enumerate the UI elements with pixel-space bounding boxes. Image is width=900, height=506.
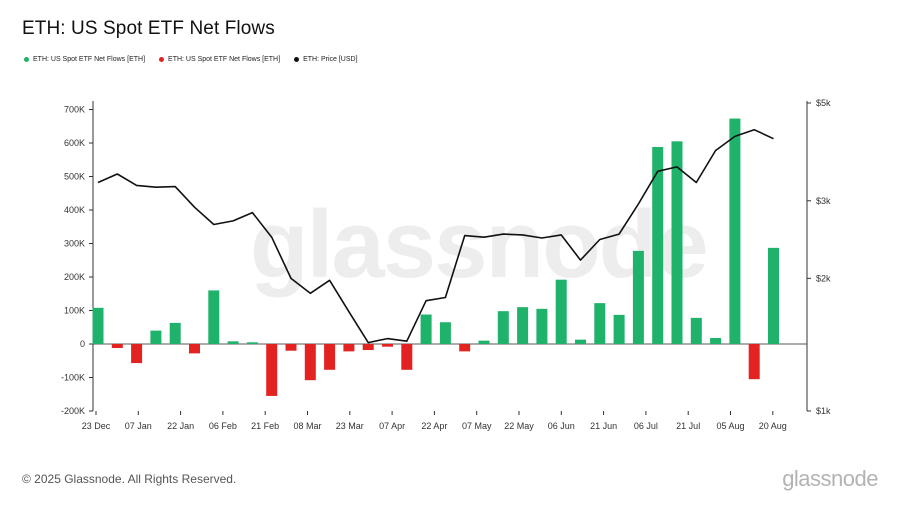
outflow-bar <box>362 344 374 351</box>
left-tick-label: 600K <box>64 138 85 148</box>
legend-black-dot-icon <box>294 57 300 62</box>
outflow-bar <box>111 344 123 349</box>
right-tick-label: $2k <box>816 273 831 283</box>
inflow-bar <box>439 322 451 344</box>
legend-item-price[interactable]: ETH: Price [USD] <box>294 56 358 63</box>
inflow-bar <box>497 311 509 344</box>
x-tick-label: 07 Apr <box>379 421 405 431</box>
inflow-bar <box>652 147 664 344</box>
inflow-bar <box>227 341 239 344</box>
outflow-bar <box>748 344 760 380</box>
inflow-bar <box>169 322 181 344</box>
inflow-bar <box>690 317 702 344</box>
legend-item-inflows[interactable]: ETH: US Spot ETF Net Flows [ETH] <box>24 56 145 63</box>
left-tick-label: 500K <box>64 172 85 182</box>
x-tick-label: 06 Jun <box>548 421 575 431</box>
outflow-bar <box>324 344 336 370</box>
inflow-bar <box>150 330 162 344</box>
x-tick-label: 22 Jan <box>167 421 194 431</box>
x-tick-label: 07 Jan <box>125 421 152 431</box>
inflow-bar <box>555 279 567 344</box>
left-tick-label: -100K <box>61 373 85 383</box>
outflow-bar <box>459 344 471 352</box>
inflow-bar <box>92 307 104 344</box>
outflow-bar <box>382 344 393 347</box>
inflow-bar <box>594 303 606 344</box>
outflow-bar <box>266 344 278 396</box>
legend-item-outflows[interactable]: ETH: US Spot ETF Net Flows [ETH] <box>159 56 280 63</box>
flows-chart: -200K -100K 0 100K 200K 300K 400K 500K 600K 700K $… <box>61 98 831 431</box>
legend-label: ETH: Price [USD] <box>303 56 358 63</box>
inflow-bar <box>575 339 586 344</box>
outflow-bar <box>401 344 413 370</box>
x-tick-label: 21 Feb <box>251 421 279 431</box>
legend: ETH: US Spot ETF Net Flows [ETH] ETH: US… <box>24 56 358 63</box>
inflow-bar <box>632 250 644 344</box>
left-tick-label: 400K <box>64 205 85 215</box>
inflow-bar <box>478 340 490 344</box>
outflow-bar <box>131 344 143 364</box>
inflow-bar <box>517 307 529 344</box>
x-tick-label: 22 May <box>504 421 534 431</box>
right-tick-label: $5k <box>816 98 831 108</box>
x-tick-label: 06 Feb <box>209 421 237 431</box>
legend-label: ETH: US Spot ETF Net Flows [ETH] <box>168 56 281 63</box>
x-tick-label: 22 Apr <box>421 421 447 431</box>
inflow-bar <box>536 308 548 344</box>
left-tick-label: 100K <box>64 306 85 316</box>
x-tick-label: 05 Aug <box>716 421 744 431</box>
x-tick-label: 06 Jul <box>634 421 658 431</box>
glassnode-logo: glassnode <box>782 466 878 491</box>
right-tick-label: $1k <box>816 406 831 416</box>
x-tick-label: 08 Mar <box>293 421 321 431</box>
outflow-bar <box>343 344 355 352</box>
right-tick-label: $3k <box>816 196 831 206</box>
chart-title: ETH: US Spot ETF Net Flows <box>22 18 275 39</box>
legend-red-dot-icon <box>159 57 165 62</box>
inflow-bar <box>420 314 432 344</box>
inflow-bar <box>710 337 722 344</box>
outflow-bar <box>304 344 316 381</box>
left-tick-label: 0 <box>80 339 85 349</box>
inflow-bar <box>613 314 625 344</box>
legend-green-dot-icon <box>24 57 29 62</box>
inflow-bar <box>208 290 220 344</box>
x-tick-label: 23 Mar <box>336 421 364 431</box>
x-tick-label: 23 Dec <box>82 421 111 431</box>
left-tick-label: 200K <box>64 272 85 282</box>
inflow-bar <box>768 247 779 344</box>
outflow-bar <box>189 344 200 354</box>
x-tick-label: 21 Jun <box>590 421 617 431</box>
copyright-footer: © 2025 Glassnode. All Rights Reserved. <box>22 472 237 486</box>
x-tick-label: 07 May <box>462 421 492 431</box>
x-tick-label: 20 Aug <box>759 421 787 431</box>
outflow-bar <box>285 344 297 351</box>
inflow-bar <box>246 342 258 344</box>
x-tick-label: 21 Jul <box>676 421 700 431</box>
left-tick-label: 300K <box>64 239 85 249</box>
inflow-bar <box>729 118 741 344</box>
left-tick-label: 700K <box>64 105 85 115</box>
inflow-bar <box>671 141 683 344</box>
legend-label: ETH: US Spot ETF Net Flows [ETH] <box>33 56 146 63</box>
left-tick-label: -200K <box>61 406 85 416</box>
price-line <box>97 128 774 344</box>
